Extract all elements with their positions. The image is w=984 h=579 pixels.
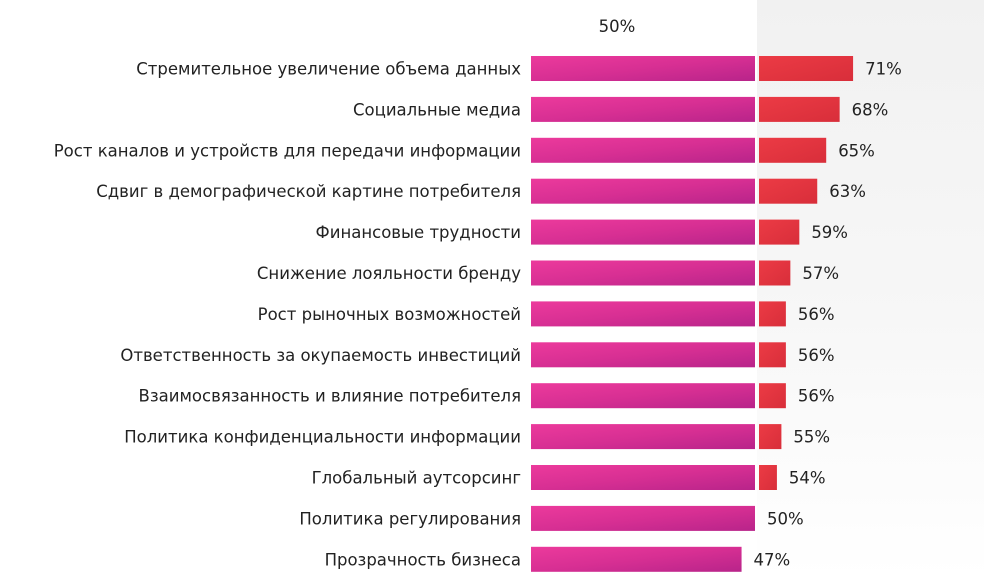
bar-segment-base — [531, 383, 755, 409]
bar-segment-excess — [759, 137, 827, 163]
bar-segment-excess — [759, 56, 854, 81]
bar-segment-excess — [759, 260, 791, 286]
category-label: Социальные медиа — [353, 100, 521, 119]
bar-segment-base — [531, 505, 755, 531]
bar-segment-excess — [759, 219, 800, 245]
value-label: 57% — [802, 264, 839, 283]
value-label: 71% — [865, 60, 902, 79]
bar-segment-excess — [759, 465, 777, 490]
value-label: 55% — [793, 428, 830, 447]
bar-segment-base — [531, 546, 742, 572]
category-label: Прозрачность бизнеса — [325, 550, 521, 569]
category-label: Политика конфиденциальности информации — [124, 428, 521, 447]
bar-segment-excess — [759, 424, 782, 450]
bar-segment-base — [531, 465, 755, 490]
background-panel — [757, 0, 984, 579]
value-label: 56% — [798, 346, 835, 365]
category-label: Сдвиг в демографической картине потребит… — [96, 182, 521, 201]
bar-segment-excess — [759, 178, 818, 204]
category-label: Рост каналов и устройств для передачи ин… — [54, 141, 521, 160]
bar-segment-excess — [759, 96, 840, 122]
category-label: Ответственность за окупаемость инвестици… — [120, 346, 521, 365]
category-label: Финансовые трудности — [316, 223, 521, 242]
bar-segment-base — [531, 137, 755, 163]
value-label: 68% — [852, 100, 889, 119]
bar-segment-base — [531, 219, 755, 245]
value-label: 56% — [798, 387, 835, 406]
value-label: 59% — [811, 223, 848, 242]
bar-segment-base — [531, 56, 755, 81]
bar-segment-base — [531, 301, 755, 327]
value-label: 63% — [829, 182, 866, 201]
value-label: 50% — [767, 509, 804, 528]
category-label: Политика регулирования — [299, 509, 521, 528]
bar-segment-base — [531, 342, 755, 368]
bar-segment-base — [531, 96, 755, 122]
bar-segment-base — [531, 424, 755, 450]
value-label: 54% — [789, 469, 826, 488]
category-label: Взаимосвязанность и влияние потребителя — [139, 387, 521, 406]
bar-segment-excess — [759, 383, 786, 409]
value-label: 65% — [838, 141, 875, 160]
bar-segment-base — [531, 260, 755, 286]
value-label: 47% — [754, 550, 791, 569]
bar-segment-excess — [759, 301, 786, 327]
value-label: 56% — [798, 305, 835, 324]
reference-value-label: 50% — [599, 17, 636, 36]
category-label: Глобальный аутсорсинг — [312, 469, 521, 488]
bar-segment-base — [531, 178, 755, 204]
bar-segment-excess — [759, 342, 786, 368]
category-label: Рост рыночных возможностей — [258, 305, 521, 324]
category-label: Снижение лояльности бренду — [257, 264, 521, 283]
category-label: Стремительное увеличение объема данных — [136, 60, 521, 79]
